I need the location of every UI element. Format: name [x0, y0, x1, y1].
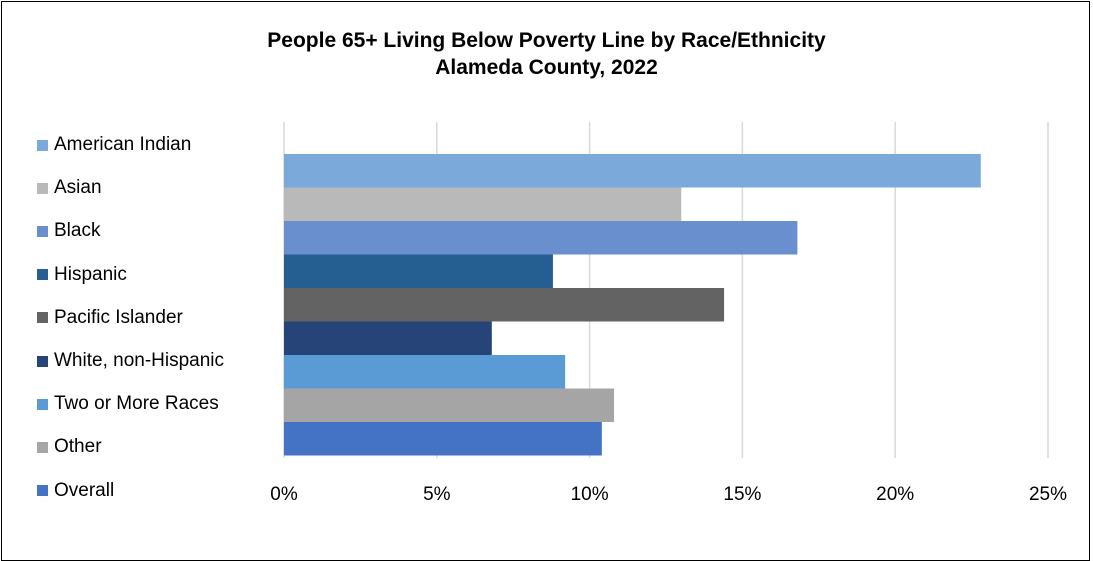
legend-swatch: [37, 182, 48, 194]
legend-label: White, non-Hispanic: [54, 350, 225, 371]
legend-swatch: [37, 139, 48, 151]
x-tick-label-3: 15%: [723, 484, 761, 505]
bar-two-or-more-races: [284, 355, 566, 389]
x-tick-label-2: 10%: [571, 484, 609, 505]
bar-asian: [284, 187, 682, 221]
legend-label: Other: [54, 436, 102, 458]
x-tick-label-1: 5%: [423, 484, 451, 505]
chart-title-line-1: People 65+ Living Below Poverty Line by …: [267, 29, 826, 52]
legend-item: Hispanic: [37, 262, 127, 288]
legend-label: Asian: [54, 177, 102, 199]
legend-swatch: [37, 225, 48, 237]
legend-label: Black: [54, 220, 101, 242]
legend-label: Two or More Races: [54, 393, 219, 415]
chart-title-line-2: Alameda County, 2022: [435, 56, 658, 79]
bar-white-non-hispanic: [284, 321, 492, 355]
chart-title: People 65+ Living Below Poverty Line by …: [0, 27, 1093, 81]
bar-pacific-islander: [284, 288, 725, 322]
legend-item: Other: [37, 434, 102, 460]
legend-swatch: [37, 441, 48, 453]
legend-label: Hispanic: [54, 263, 127, 285]
legend-swatch: [37, 398, 48, 410]
bar-american-indian: [284, 154, 981, 188]
legend-swatch: [37, 312, 48, 324]
bar-black: [284, 221, 798, 255]
legend-label: American Indian: [54, 134, 192, 155]
bar-overall: [284, 422, 602, 456]
legend-item: American Indian: [37, 132, 191, 158]
legend-item: Overall: [37, 478, 114, 504]
x-tick-label-0: 0%: [270, 484, 298, 505]
legend-label: Pacific Islander: [54, 306, 183, 328]
legend-item: White, non-Hispanic: [37, 348, 224, 374]
bar-hispanic: [284, 254, 553, 288]
x-tick-label-5: 25%: [1029, 484, 1067, 505]
legend-item: Asian: [37, 175, 102, 201]
plot-area: 0% 5% 10% 15% 20% 25%: [270, 122, 1067, 505]
bar-other: [284, 388, 615, 422]
x-tick-label-4: 20%: [876, 484, 914, 505]
legend-item: Pacific Islander: [37, 305, 183, 331]
legend-swatch: [37, 269, 48, 281]
legend-label: Overall: [54, 479, 115, 501]
legend-swatch: [37, 355, 48, 367]
legend-swatch: [37, 485, 48, 497]
legend-item: Two or More Races: [37, 391, 219, 417]
legend-item: Black: [37, 218, 100, 244]
